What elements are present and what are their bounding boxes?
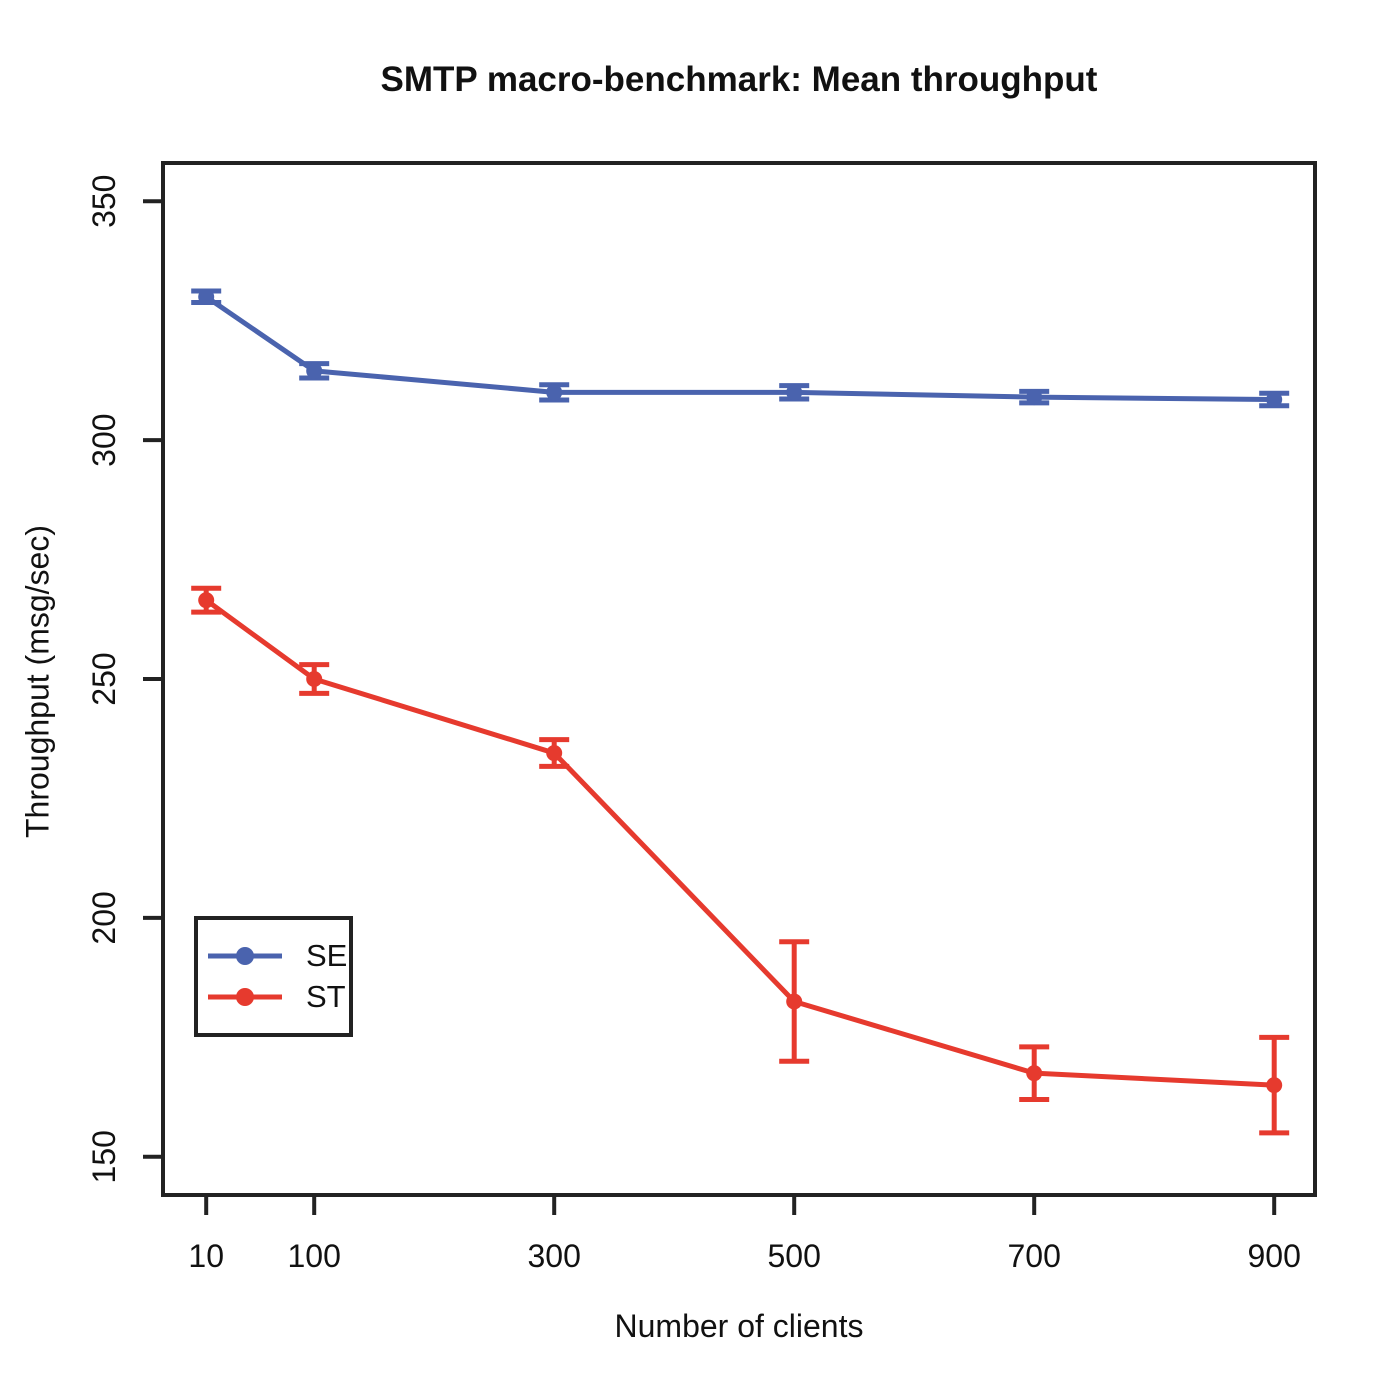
chart-title: SMTP macro-benchmark: Mean throughput	[380, 60, 1098, 99]
data-point-se	[306, 362, 323, 379]
y-tick-label: 300	[86, 413, 122, 466]
legend: SE ST	[194, 916, 353, 1037]
data-point-st	[198, 592, 215, 609]
x-tick-label: 10	[188, 1238, 224, 1274]
legend-item-se: SE	[206, 938, 349, 973]
st-legend-dot	[236, 988, 254, 1006]
data-point-se	[198, 288, 215, 305]
x-tick-label: 900	[1248, 1238, 1301, 1274]
data-point-se	[786, 384, 803, 401]
data-point-se	[1266, 391, 1283, 408]
data-point-se	[546, 384, 563, 401]
series-line-se	[204, 294, 1275, 402]
x-tick-label: 700	[1008, 1238, 1061, 1274]
legend-label-st: ST	[306, 979, 346, 1014]
x-axis-label: Number of clients	[614, 1308, 864, 1344]
plot-border	[161, 161, 1317, 1197]
x-tick-label: 300	[528, 1238, 581, 1274]
data-point-st	[306, 671, 323, 687]
legend-item-st: ST	[206, 979, 349, 1014]
y-tick-label: 150	[86, 1130, 122, 1183]
data-point-st	[1026, 1065, 1043, 1082]
y-tick-label: 350	[86, 175, 122, 228]
data-point-se	[1026, 389, 1043, 406]
st-line-marker-icon	[208, 988, 282, 1006]
legend-label-se: SE	[306, 938, 348, 973]
data-point-st	[546, 745, 563, 762]
x-tick-label: 500	[768, 1238, 821, 1274]
y-tick-label: 250	[86, 652, 122, 705]
series-line-st	[204, 598, 1275, 1088]
data-point-st	[1266, 1077, 1283, 1094]
y-tick-label: 200	[86, 891, 122, 944]
x-tick-label: 100	[288, 1238, 341, 1274]
se-legend-dot	[236, 947, 254, 965]
data-point-st	[786, 993, 803, 1010]
se-line-marker-icon	[208, 947, 282, 965]
